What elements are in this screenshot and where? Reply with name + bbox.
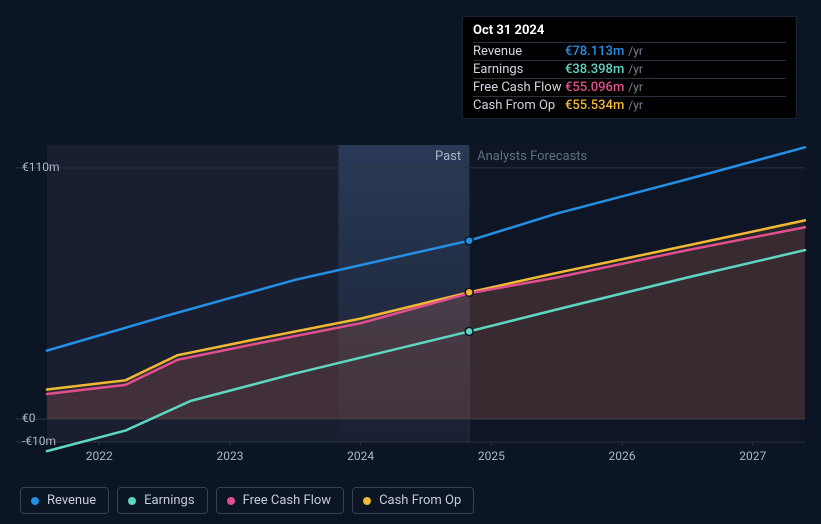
section-label-forecast: Analysts Forecasts [477, 149, 587, 164]
tooltip-row-unit: /yr [628, 98, 643, 112]
tooltip-date: Oct 31 2024 [473, 23, 786, 38]
x-axis-tick: 2027 [739, 449, 766, 463]
tooltip-row-unit: /yr [628, 62, 643, 76]
revenue-earnings-chart: €110m €0 -€10m 2022 2023 2024 2025 2026 2027 Pa… [0, 0, 821, 524]
legend-item-earnings[interactable]: Earnings [117, 487, 207, 514]
legend-item-cfo[interactable]: Cash From Op [352, 487, 474, 514]
legend-label: Revenue [47, 493, 96, 508]
chart-legend: Revenue Earnings Free Cash Flow Cash From O… [20, 487, 474, 514]
tooltip-row-label: Earnings [473, 62, 565, 77]
tooltip-row: Revenue€78.113m/yr [473, 42, 786, 60]
legend-label: Free Cash Flow [243, 493, 331, 508]
legend-label: Earnings [144, 493, 194, 508]
chart-tooltip: Oct 31 2024 Revenue€78.113m/yrEarnings€3… [462, 16, 797, 119]
y-axis-tick: -€10m [22, 434, 56, 448]
tooltip-row: Cash From Op€55.534m/yr [473, 96, 786, 114]
y-axis-tick: €0 [22, 411, 36, 425]
tooltip-row-label: Cash From Op [473, 98, 565, 113]
tooltip-row: Earnings€38.398m/yr [473, 60, 786, 78]
tooltip-row-value: €78.113m [565, 44, 624, 59]
x-axis-tick: 2022 [86, 449, 113, 463]
y-axis-tick: €110m [22, 160, 60, 174]
legend-dot-icon [227, 497, 235, 505]
x-axis-tick: 2024 [347, 449, 374, 463]
legend-dot-icon [128, 497, 136, 505]
legend-dot-icon [363, 497, 371, 505]
tooltip-row-value: €55.096m [565, 80, 624, 95]
tooltip-row-label: Revenue [473, 44, 565, 59]
legend-label: Cash From Op [379, 493, 461, 508]
x-axis-tick: 2026 [609, 449, 636, 463]
tooltip-row-value: €55.534m [565, 98, 624, 113]
section-label-past: Past [435, 149, 461, 164]
tooltip-row-label: Free Cash Flow [473, 80, 565, 95]
x-axis-tick: 2023 [216, 449, 243, 463]
legend-dot-icon [31, 497, 39, 505]
legend-item-revenue[interactable]: Revenue [20, 487, 109, 514]
tooltip-row-value: €38.398m [565, 62, 624, 77]
tooltip-row-unit: /yr [628, 44, 643, 58]
legend-item-fcf[interactable]: Free Cash Flow [216, 487, 344, 514]
tooltip-row-unit: /yr [628, 80, 643, 94]
x-axis-tick: 2025 [478, 449, 505, 463]
tooltip-row: Free Cash Flow€55.096m/yr [473, 78, 786, 96]
